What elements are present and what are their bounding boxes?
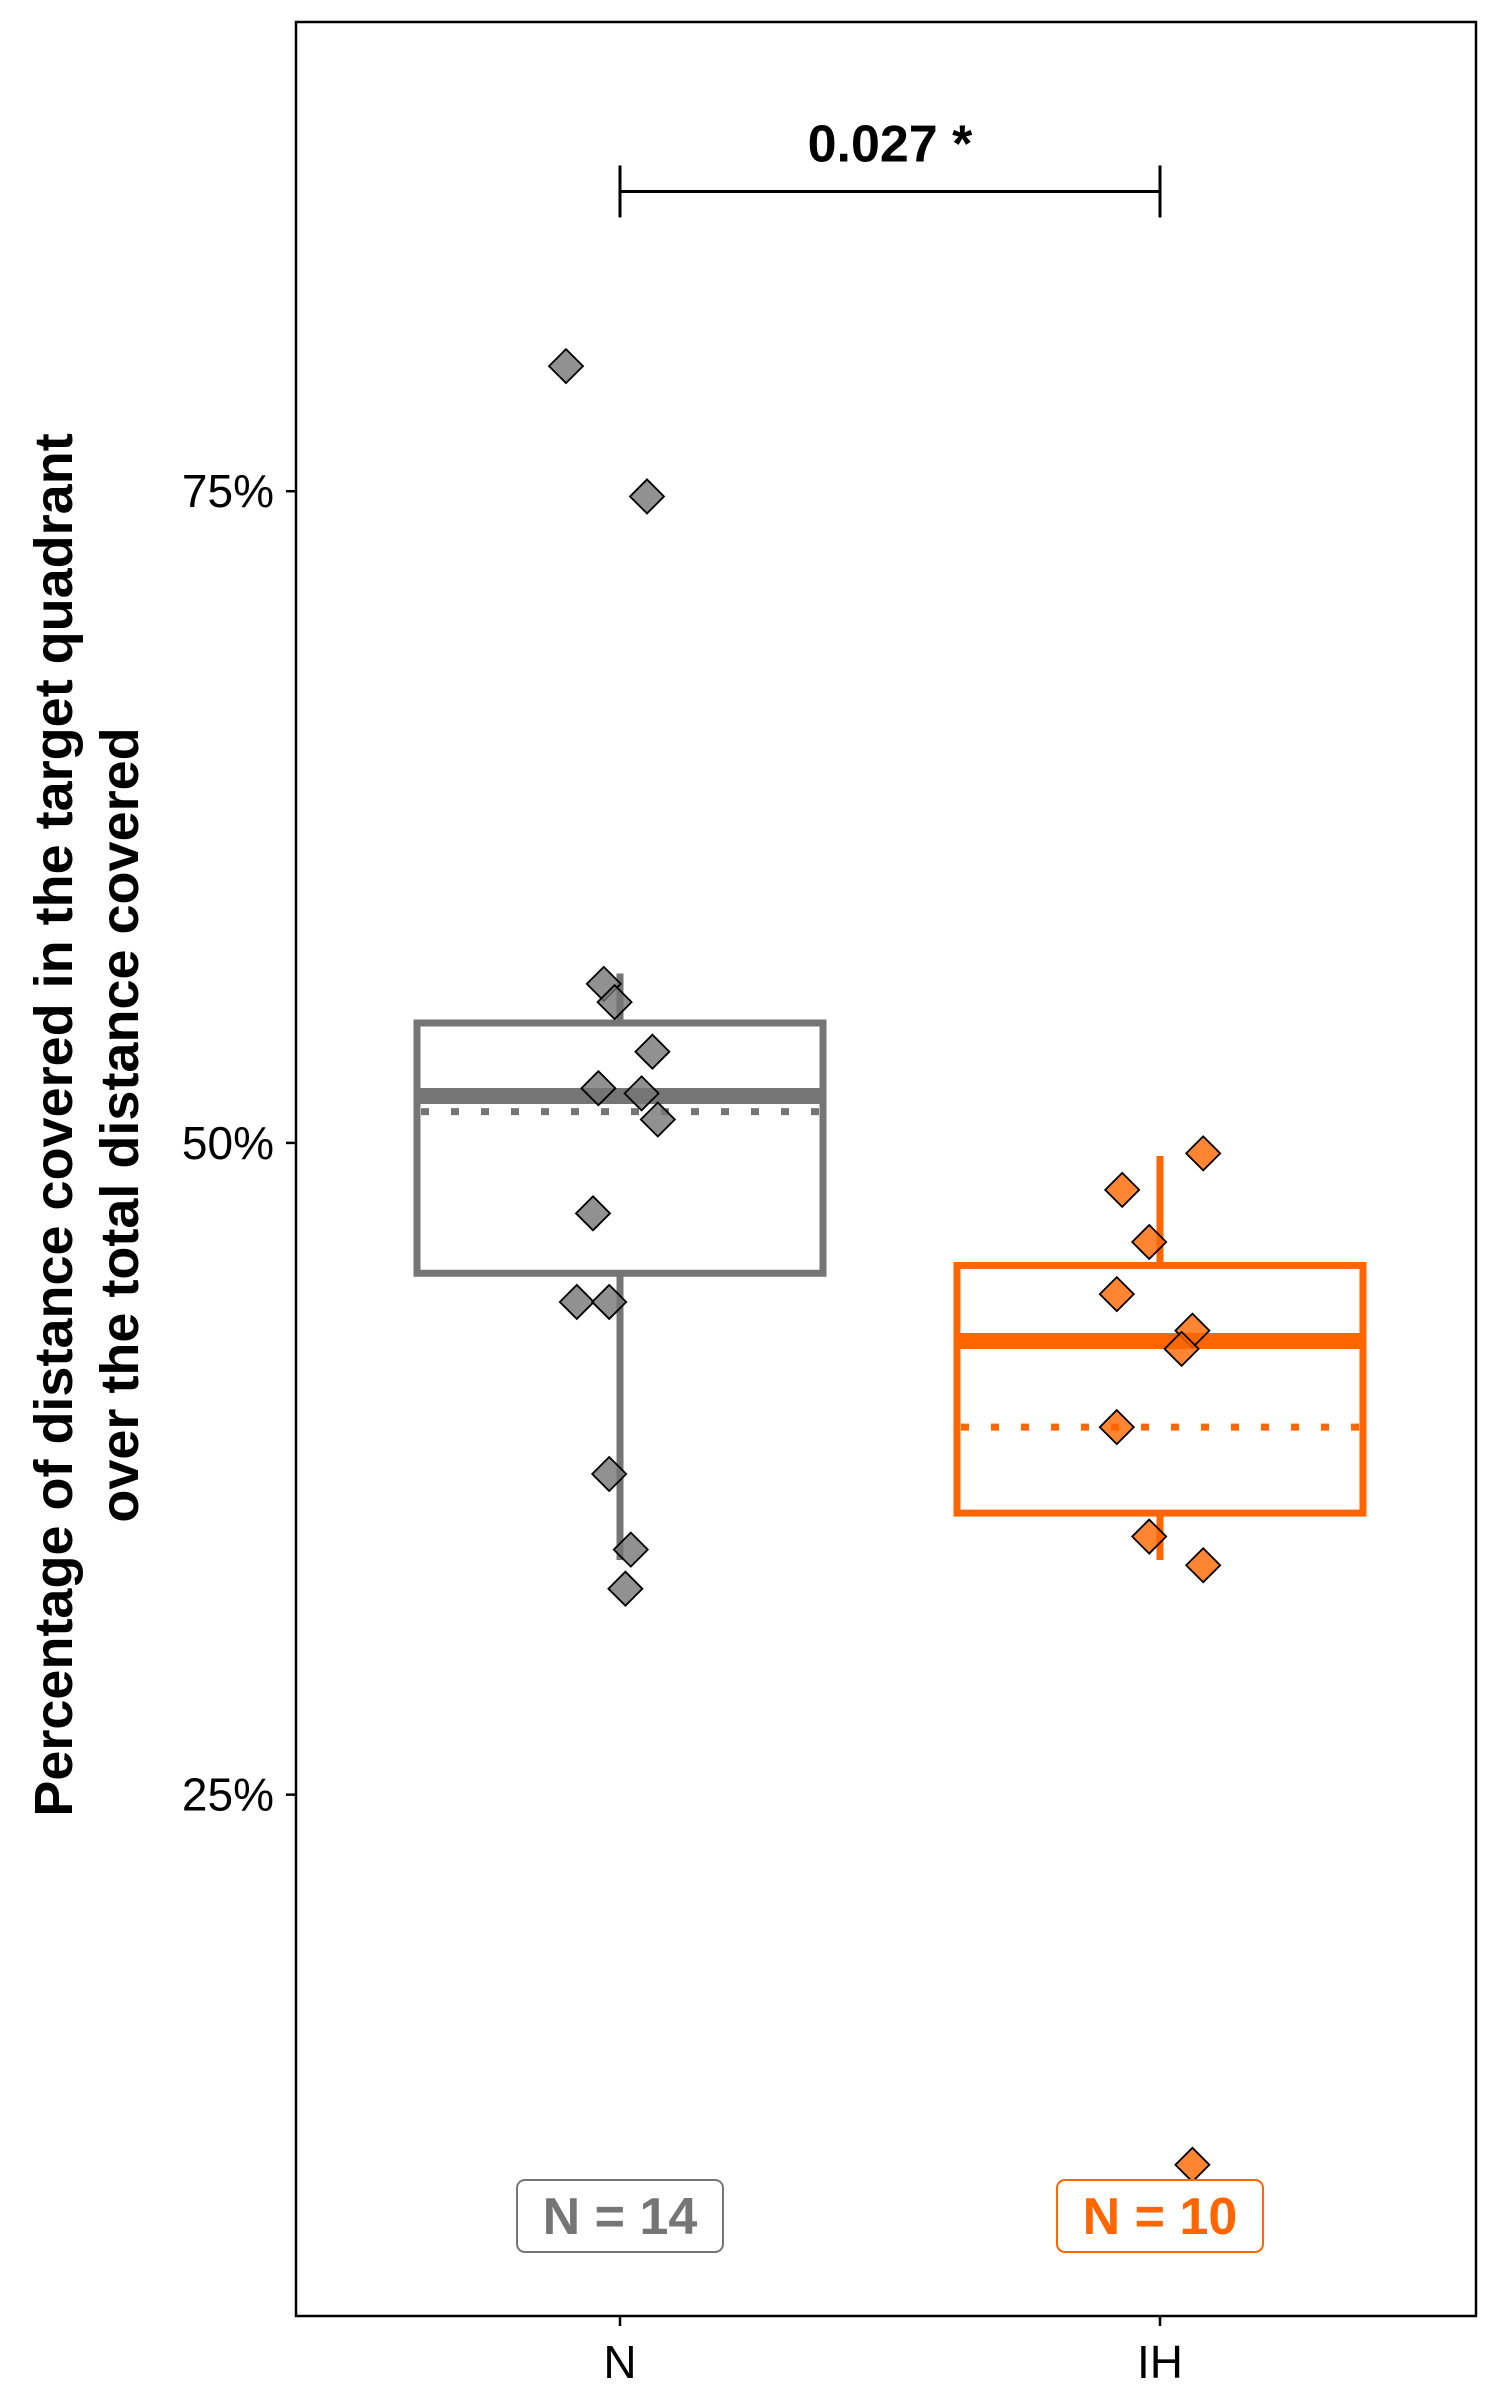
data-point-ih [1098, 1408, 1136, 1446]
data-point-ih [1184, 1546, 1222, 1584]
y-axis-title-line1: Percentage of distance covered in the ta… [24, 433, 84, 1816]
plot-panel [294, 20, 1478, 2318]
y-axis-title-line2: over the total distance covered [90, 727, 150, 1522]
data-point-n [590, 1455, 628, 1493]
y-tick-label: 25% [182, 1769, 274, 1821]
data-point-ih [1130, 1223, 1168, 1261]
data-point-ih [1163, 1330, 1200, 1368]
x-tick-label-ih: IH [1137, 2336, 1183, 2388]
data-point-n [547, 347, 585, 385]
data-point-n [596, 983, 633, 1021]
n-count-badge-ih [1056, 2179, 1264, 2253]
data-point-ih [1174, 2146, 1211, 2184]
data-point-ih [1130, 1518, 1168, 1555]
data-point-ih [1184, 1135, 1222, 1172]
data-point-ih [1098, 1275, 1136, 1313]
y-tick-label: 75% [182, 465, 274, 517]
data-point-n [623, 1075, 660, 1112]
box-ih [953, 1261, 1367, 1517]
n-count-label-ih: N = 10 [1083, 2188, 1238, 2246]
y-tick-label: 50% [182, 1117, 274, 1169]
data-point-n [574, 1195, 612, 1232]
n-count-label-n: N = 14 [543, 2188, 698, 2246]
data-point-n [580, 1069, 617, 1107]
n-count-badge-n [516, 2179, 724, 2253]
data-point-n [628, 478, 666, 515]
data-point-n [634, 1033, 671, 1070]
significance-label: 0.027 * [808, 115, 974, 173]
x-tick-label-n: N [603, 2336, 636, 2388]
data-point-n [590, 1283, 628, 1321]
data-point-n [558, 1283, 596, 1321]
data-point-n [607, 1570, 644, 1607]
data-point-n [639, 1101, 677, 1138]
box-n [413, 1019, 827, 1277]
data-point-ih [1103, 1171, 1141, 1209]
data-point-n [612, 1531, 650, 1568]
